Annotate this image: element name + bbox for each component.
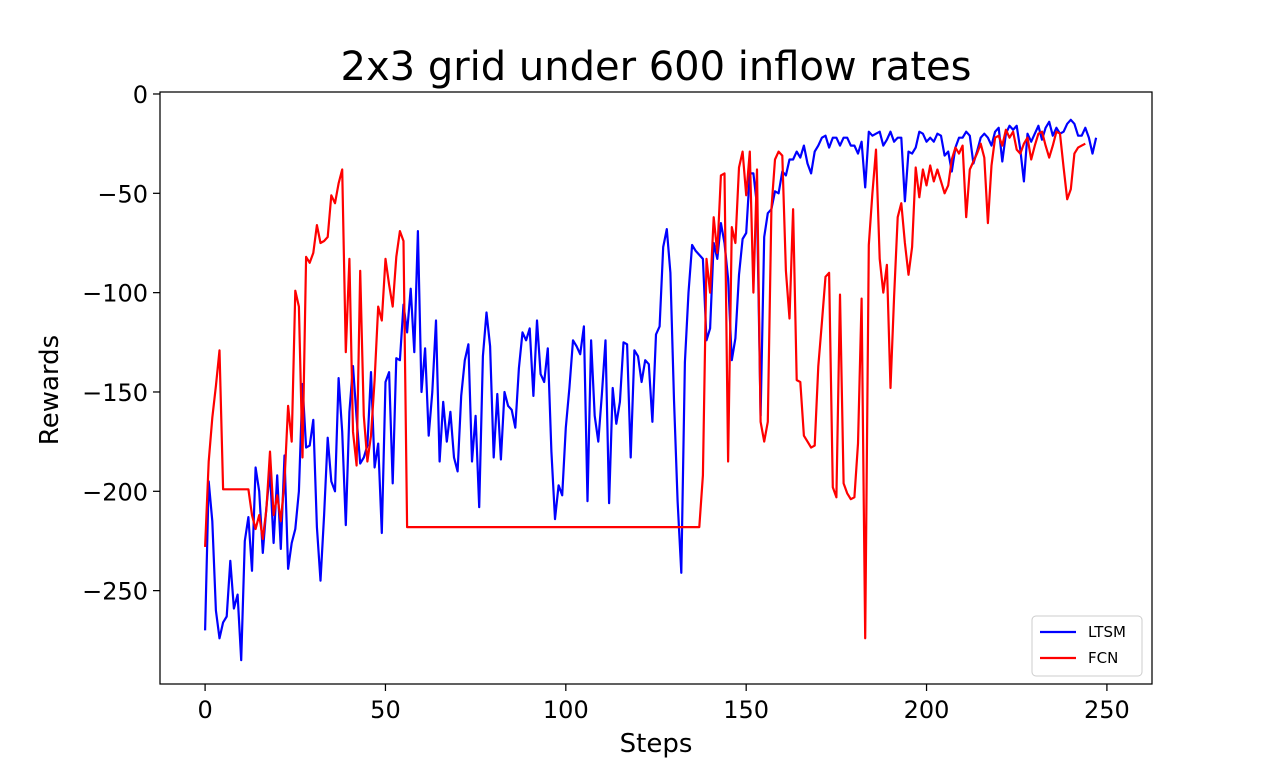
series-line-ltsm [204, 118, 1098, 662]
x-axis-label: Steps [620, 729, 693, 759]
y-tick-label: −150 [82, 379, 148, 407]
y-axis-label: Rewards [35, 335, 65, 445]
y-tick-label: 0 [133, 81, 148, 109]
x-tick-label: 200 [904, 696, 950, 724]
y-tick-label: −250 [82, 578, 148, 606]
legend-label-fcn: FCN [1088, 649, 1118, 667]
legend: LTSM FCN [1031, 615, 1143, 677]
legend-label-ltsm: LTSM [1088, 623, 1126, 641]
x-tick-label: 100 [543, 696, 589, 724]
x-tick-label: 150 [723, 696, 769, 724]
y-tick-label: −200 [82, 478, 148, 506]
x-tick-label: 0 [197, 696, 212, 724]
x-axis: 0 50 100 150 200 250 [197, 684, 1130, 724]
y-axis: 0 −50 −100 −150 −200 −250 [82, 81, 160, 606]
x-tick-label: 250 [1084, 696, 1130, 724]
series-layer [204, 118, 1098, 662]
y-tick-label: −50 [97, 180, 148, 208]
y-tick-label: −100 [82, 280, 148, 308]
x-tick-label: 50 [370, 696, 401, 724]
series-line-fcn [204, 128, 1086, 640]
plot-area-frame [159, 91, 1153, 685]
chart-title: 2x3 grid under 600 inflow rates [341, 44, 972, 90]
